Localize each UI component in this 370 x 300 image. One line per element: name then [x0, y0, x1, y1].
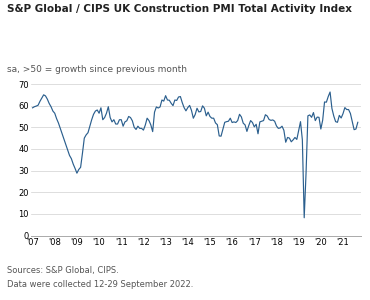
Text: Sources: S&P Global, CIPS.: Sources: S&P Global, CIPS. [7, 266, 119, 274]
Text: sa, >50 = growth since previous month: sa, >50 = growth since previous month [7, 64, 187, 74]
Text: Data were collected 12-29 September 2022.: Data were collected 12-29 September 2022… [7, 280, 194, 289]
Text: S&P Global / CIPS UK Construction PMI Total Activity Index: S&P Global / CIPS UK Construction PMI To… [7, 4, 352, 14]
